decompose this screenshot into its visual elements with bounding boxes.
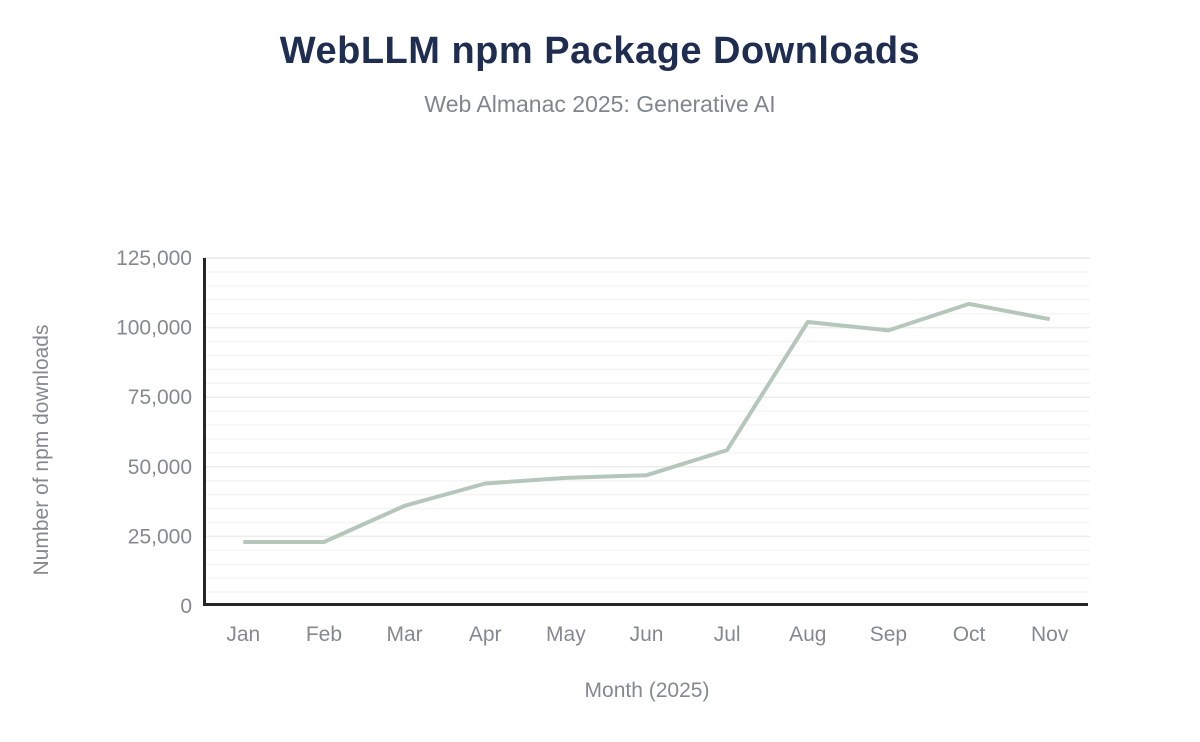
x-tick-label: Feb: [306, 623, 342, 646]
x-tick-label: Aug: [789, 623, 826, 646]
x-tick-label: Jul: [714, 623, 741, 646]
series-line: [243, 301, 1051, 544]
x-tick-label: Nov: [1031, 623, 1069, 646]
x-tick-label: Sep: [870, 623, 907, 646]
x-tick-label: Apr: [469, 623, 502, 646]
y-tick-label: 125,000: [116, 247, 192, 270]
x-tick-label: Jun: [630, 623, 664, 646]
x-tick-label: Oct: [953, 623, 986, 646]
y-tick-label: 25,000: [128, 525, 192, 548]
x-tick-label: Mar: [387, 623, 423, 646]
chart-subtitle: Web Almanac 2025: Generative AI: [424, 91, 776, 117]
y-axis-title: Number of npm downloads: [30, 325, 53, 576]
y-tick-label: 50,000: [128, 456, 192, 479]
y-tick-label: 0: [180, 595, 192, 618]
x-tick-label: May: [546, 623, 586, 646]
chart-title: WebLLM npm Package Downloads: [279, 30, 921, 72]
x-axis-title: Month (2025): [585, 679, 710, 702]
y-tick-label: 100,000: [116, 317, 192, 340]
y-tick-label: 75,000: [128, 386, 192, 409]
x-tick-label: Jan: [226, 623, 260, 646]
